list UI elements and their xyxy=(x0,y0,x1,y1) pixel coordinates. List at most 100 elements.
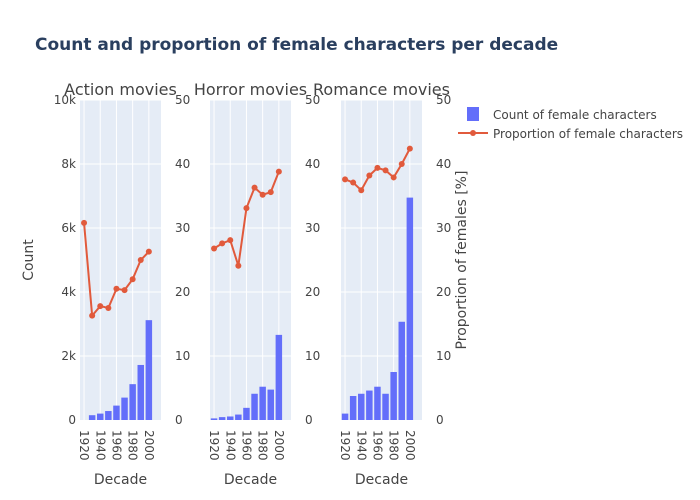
x-tick-label: 1980 xyxy=(387,430,401,461)
proportion-point[interactable] xyxy=(97,303,104,310)
x-tick-label: 1920 xyxy=(207,430,221,461)
y-left-tick-label: 4k xyxy=(61,285,76,299)
proportion-point[interactable] xyxy=(89,312,96,319)
count-bar[interactable] xyxy=(113,405,120,420)
count-bar[interactable] xyxy=(259,386,266,420)
subplot-title: Action movies xyxy=(64,80,177,99)
y-right-tick-label: 30 xyxy=(436,221,451,235)
y-left-tick-label: 10k xyxy=(54,93,76,107)
proportion-point[interactable] xyxy=(366,172,373,179)
count-bar[interactable] xyxy=(243,407,250,420)
count-bar[interactable] xyxy=(366,390,373,420)
y-right-tick-label: 40 xyxy=(436,157,451,171)
count-bar[interactable] xyxy=(374,386,381,420)
count-bar[interactable] xyxy=(358,393,365,420)
count-bar[interactable] xyxy=(218,417,226,420)
y-left-tick-label: 2k xyxy=(61,349,76,363)
count-bar[interactable] xyxy=(398,321,405,420)
subplot-2: 0 10 20 30 40 50 1920 1940 1960 1980 2000 Horror mo… xyxy=(194,80,320,488)
proportion-point[interactable] xyxy=(259,191,266,198)
count-bar[interactable] xyxy=(121,397,128,420)
count-bar[interactable] xyxy=(129,384,136,420)
x-axis-label: Decade xyxy=(355,472,408,488)
x-tick-label: 2000 xyxy=(403,430,417,461)
x-tick-label: 1980 xyxy=(256,430,270,461)
proportion-point[interactable] xyxy=(219,240,226,247)
count-bar[interactable] xyxy=(210,418,218,420)
count-bar[interactable] xyxy=(235,414,242,420)
count-bar[interactable] xyxy=(145,320,153,420)
proportion-point[interactable] xyxy=(251,184,258,191)
count-bar[interactable] xyxy=(227,416,234,420)
count-bar[interactable] xyxy=(251,393,258,420)
y-left-tick-label: 0 xyxy=(68,413,76,427)
legend-line-marker xyxy=(470,130,476,136)
x-tick-label: 1960 xyxy=(239,430,253,461)
count-bar[interactable] xyxy=(97,413,104,420)
y-right-tick-label: 20 xyxy=(305,285,320,299)
y-right-tick-label: 0 xyxy=(436,413,444,427)
proportion-point[interactable] xyxy=(121,287,128,294)
y-right-tick-label: 40 xyxy=(175,157,190,171)
subplot-3: 0 10 20 30 40 50 1920 1940 1960 1980 2000 Romance m… xyxy=(313,80,451,488)
count-bar[interactable] xyxy=(88,415,96,420)
proportion-point[interactable] xyxy=(105,305,112,311)
x-tick-label: 1920 xyxy=(338,430,352,461)
proportion-point[interactable] xyxy=(358,187,365,194)
count-bar[interactable] xyxy=(267,389,274,420)
y-axis-right-label: Proportion of females [%] xyxy=(454,171,470,350)
proportion-point[interactable] xyxy=(137,257,144,263)
proportion-point[interactable] xyxy=(267,189,274,196)
proportion-point[interactable] xyxy=(398,161,405,167)
count-bar[interactable] xyxy=(406,197,414,420)
proportion-point[interactable] xyxy=(211,245,218,252)
y-right-tick-label: 30 xyxy=(305,221,320,235)
count-bar[interactable] xyxy=(137,364,144,420)
x-tick-label: 1960 xyxy=(370,430,384,461)
y-left-tick-label: 8k xyxy=(61,157,76,171)
proportion-point[interactable] xyxy=(81,219,88,226)
proportion-point[interactable] xyxy=(342,176,349,183)
proportion-point[interactable] xyxy=(382,167,389,174)
proportion-point[interactable] xyxy=(243,205,250,212)
subplot-1: 0 2k 4k 6k 8k 10k 0 10 20 30 40 50 1920 1940 1960 1980 2… xyxy=(54,80,191,488)
proportion-point[interactable] xyxy=(145,248,152,255)
x-tick-label: 1940 xyxy=(223,430,237,461)
count-bar[interactable] xyxy=(390,372,397,420)
proportion-point[interactable] xyxy=(129,276,136,283)
y-right-tick-label: 0 xyxy=(305,413,313,427)
proportion-point[interactable] xyxy=(275,168,282,175)
subplot-title: Romance movies xyxy=(313,80,450,99)
proportion-point[interactable] xyxy=(406,145,413,152)
y-right-tick-label: 50 xyxy=(436,93,451,107)
proportion-point[interactable] xyxy=(235,262,242,269)
x-tick-label: 1920 xyxy=(77,430,91,461)
proportion-point[interactable] xyxy=(374,164,381,171)
y-left-tick-label: 6k xyxy=(61,221,76,235)
proportion-point[interactable] xyxy=(390,174,397,181)
legend[interactable]: Count of female characters Proportion of… xyxy=(458,107,683,141)
count-bar[interactable] xyxy=(349,396,357,420)
proportion-point[interactable] xyxy=(113,285,120,292)
x-tick-label: 1980 xyxy=(126,430,140,461)
x-axis-label: Decade xyxy=(224,472,277,488)
count-bar[interactable] xyxy=(275,334,283,420)
y-right-tick-label: 0 xyxy=(175,413,183,427)
y-right-tick-label: 50 xyxy=(175,93,190,107)
y-right-tick-label: 10 xyxy=(175,349,190,363)
count-bar[interactable] xyxy=(105,411,112,420)
proportion-point[interactable] xyxy=(350,179,357,186)
y-right-tick-label: 10 xyxy=(436,349,451,363)
y-right-tick-label: 50 xyxy=(305,93,320,107)
x-tick-label: 1960 xyxy=(109,430,123,461)
y-right-tick-label: 20 xyxy=(175,285,190,299)
proportion-point[interactable] xyxy=(227,237,234,244)
x-tick-label: 2000 xyxy=(142,430,156,461)
x-axis-label: Decade xyxy=(94,472,147,488)
count-bar[interactable] xyxy=(382,393,389,420)
y-right-tick-label: 40 xyxy=(305,157,320,171)
count-bar[interactable] xyxy=(341,413,349,420)
y-right-tick-label: 20 xyxy=(436,285,451,299)
